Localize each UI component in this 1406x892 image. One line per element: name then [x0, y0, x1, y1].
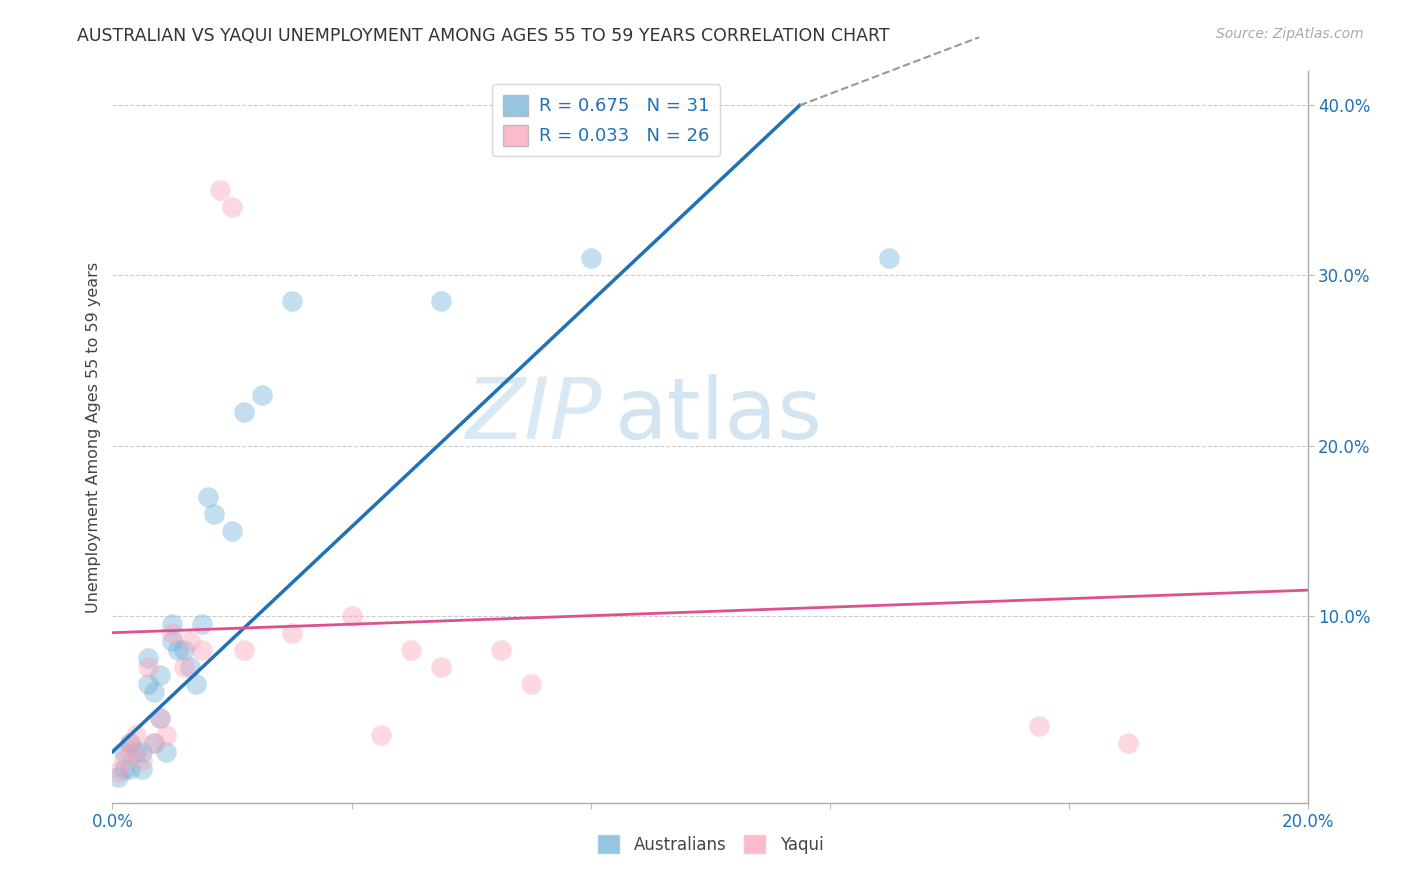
Y-axis label: Unemployment Among Ages 55 to 59 years: Unemployment Among Ages 55 to 59 years [86, 261, 101, 613]
Point [186, 677, 208, 691]
Point [162, 625, 183, 640]
Point [138, 677, 160, 691]
Point [173, 659, 195, 673]
Point [221, 524, 243, 538]
Point [162, 634, 183, 648]
Point [107, 765, 129, 780]
Point [179, 634, 201, 648]
Point [209, 183, 232, 197]
Point [125, 728, 148, 742]
Point [143, 736, 166, 750]
Point [167, 642, 190, 657]
Point [120, 745, 142, 759]
Point [221, 201, 243, 215]
Point [114, 753, 135, 767]
Point [114, 762, 135, 776]
Point [430, 293, 453, 308]
Point [149, 711, 172, 725]
Text: AUSTRALIAN VS YAQUI UNEMPLOYMENT AMONG AGES 55 TO 59 YEARS CORRELATION CHART: AUSTRALIAN VS YAQUI UNEMPLOYMENT AMONG A… [77, 27, 890, 45]
Point [191, 617, 214, 632]
Point [879, 252, 901, 266]
Point [149, 711, 172, 725]
Point [107, 770, 129, 784]
Point [281, 293, 304, 308]
Point [370, 728, 392, 742]
Point [155, 745, 177, 759]
Point [131, 762, 153, 776]
Point [250, 387, 273, 401]
Legend: Australians, Yaqui: Australians, Yaqui [591, 828, 830, 860]
Point [520, 677, 543, 691]
Point [281, 625, 304, 640]
Point [131, 745, 153, 759]
Point [179, 659, 201, 673]
Point [162, 617, 183, 632]
Point [233, 642, 256, 657]
Point [143, 736, 166, 750]
Point [489, 642, 512, 657]
Point [120, 736, 142, 750]
Point [191, 642, 214, 657]
Point [197, 490, 219, 504]
Point [173, 642, 195, 657]
Point [1028, 719, 1050, 733]
Point [233, 404, 256, 418]
Text: Source: ZipAtlas.com: Source: ZipAtlas.com [1216, 27, 1364, 41]
Point [131, 753, 153, 767]
Point [340, 608, 363, 623]
Point [125, 745, 148, 759]
Point [138, 659, 160, 673]
Point [143, 685, 166, 699]
Point [202, 507, 225, 521]
Point [1118, 736, 1140, 750]
Point [138, 651, 160, 665]
Point [120, 736, 142, 750]
Point [114, 745, 135, 759]
Point [579, 252, 602, 266]
Text: atlas: atlas [614, 374, 823, 457]
Point [149, 668, 172, 682]
Point [155, 728, 177, 742]
Text: ZIP: ZIP [467, 374, 603, 457]
Point [120, 762, 142, 776]
Point [430, 659, 453, 673]
Point [401, 642, 423, 657]
